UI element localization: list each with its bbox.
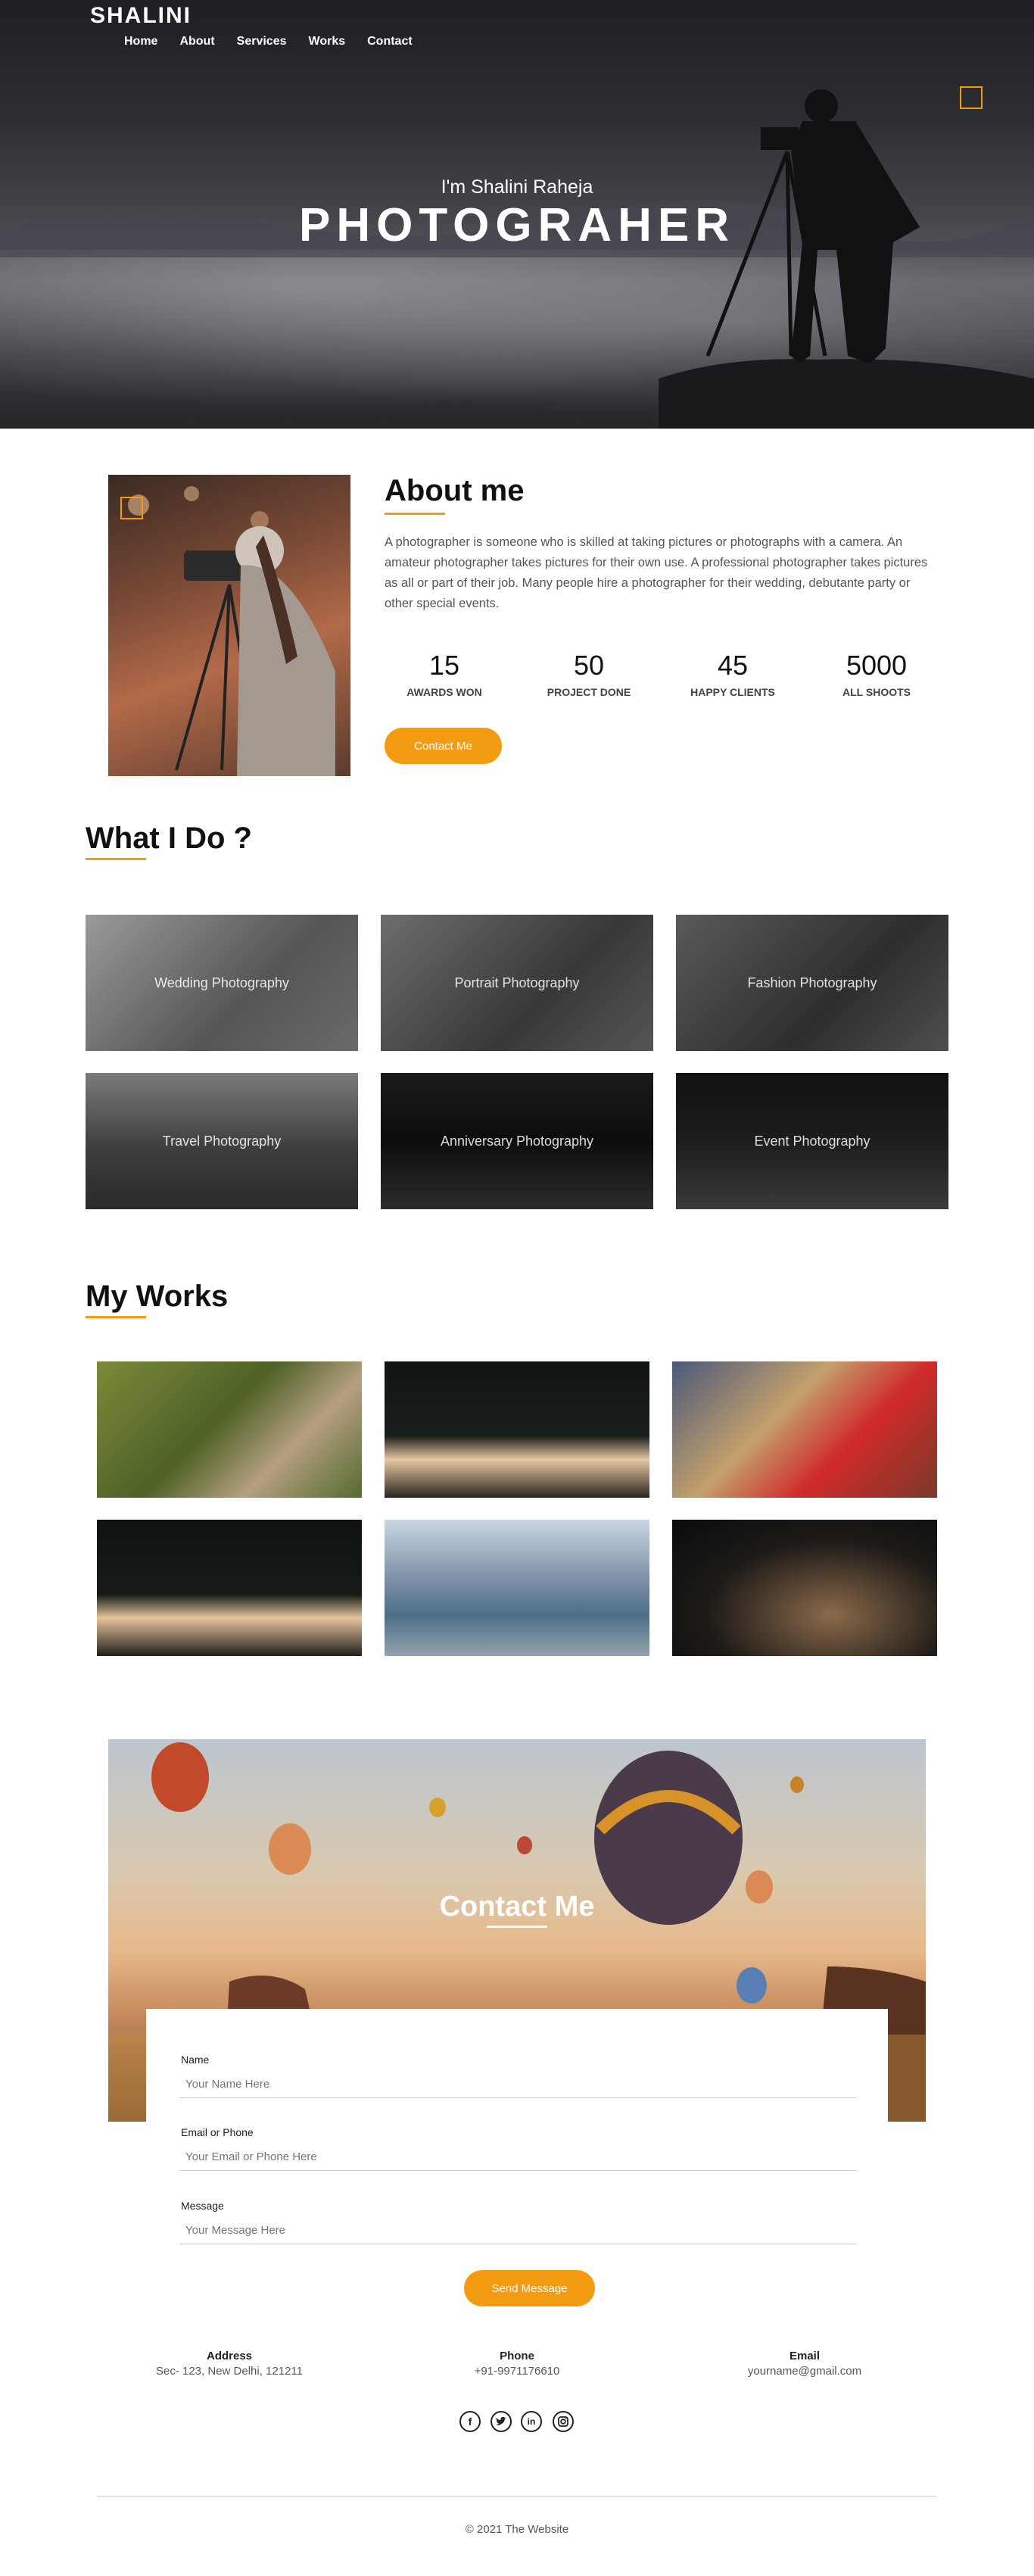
phone-info: Phone +91-9971176610: [403, 2350, 631, 2378]
works-title: My Works: [86, 1280, 229, 1313]
email-phone-label: Email or Phone: [181, 2126, 254, 2138]
message-input[interactable]: [179, 2217, 857, 2244]
stat-number: 15: [428, 650, 460, 681]
service-label: Fashion Photography: [747, 975, 877, 990]
about-photo: [108, 475, 350, 776]
linkedin-icon[interactable]: in: [521, 2411, 542, 2432]
twitter-icon[interactable]: [491, 2411, 512, 2432]
service-card-event[interactable]: Event Photography: [676, 1073, 948, 1209]
info-heading: Address: [206, 2350, 253, 2362]
contact-me-button[interactable]: Contact Me: [385, 728, 502, 764]
info-heading: Email: [789, 2350, 821, 2362]
services-title: What I Do ?: [86, 822, 252, 855]
service-label: Portrait Photography: [454, 975, 580, 990]
work-photo[interactable]: [385, 1520, 649, 1656]
hero-section: SHALINI Home About Services Works Contac…: [0, 0, 1034, 429]
decorative-square: [960, 86, 983, 109]
about-title: About me: [385, 474, 525, 507]
work-photo[interactable]: [97, 1520, 362, 1656]
name-label: Name: [181, 2054, 210, 2066]
brand-logo[interactable]: SHALINI: [90, 3, 192, 28]
main-nav: Home About Services Works Contact: [124, 35, 434, 48]
service-card-wedding[interactable]: Wedding Photography: [86, 915, 358, 1051]
address-info: Address Sec- 123, New Delhi, 121211: [116, 2350, 343, 2378]
stat-label: ALL SHOOTS: [842, 686, 911, 698]
nav-contact[interactable]: Contact: [367, 35, 413, 48]
stat-label: HAPPY CLIENTS: [690, 686, 775, 698]
hero-photographer-silhouette: [0, 89, 1034, 429]
service-label: Event Photography: [754, 1133, 870, 1149]
message-label: Message: [181, 2200, 224, 2212]
work-photo[interactable]: [97, 1361, 362, 1498]
work-photo[interactable]: [672, 1361, 937, 1498]
title-underline: [385, 513, 445, 515]
title-underline: [86, 1316, 146, 1318]
send-message-button[interactable]: Send Message: [464, 2270, 595, 2306]
instagram-icon[interactable]: [553, 2411, 574, 2432]
stat-number: 50: [573, 650, 605, 681]
decorative-square: [120, 497, 143, 519]
email-info: Email yourname@gmail.com: [691, 2350, 918, 2378]
stat-label: PROJECT DONE: [547, 686, 631, 698]
service-label: Wedding Photography: [154, 975, 289, 990]
stat-awards: 15 AWARDS WON: [376, 650, 512, 698]
info-value[interactable]: yourname@gmail.com: [747, 2365, 862, 2378]
nav-works[interactable]: Works: [308, 35, 346, 48]
work-photo[interactable]: [672, 1520, 937, 1656]
title-underline: [487, 1926, 547, 1928]
stat-projects: 50 PROJECT DONE: [521, 650, 657, 698]
facebook-icon[interactable]: f: [459, 2411, 481, 2432]
info-value: Sec- 123, New Delhi, 121211: [155, 2365, 303, 2378]
hero-subtitle: I'm Shalini Raheja: [441, 176, 593, 198]
info-heading: Phone: [500, 2350, 534, 2362]
stat-shoots: 5000 ALL SHOOTS: [808, 650, 945, 698]
name-input[interactable]: [179, 2071, 857, 2098]
hero-title: PHOTOGRAHER: [298, 199, 735, 251]
stat-clients: 45 HAPPY CLIENTS: [665, 650, 801, 698]
service-label: Travel Photography: [162, 1133, 282, 1149]
footer-copyright: © 2021 The Website: [465, 2523, 569, 2536]
contact-title: Contact Me: [439, 1891, 595, 1923]
email-phone-input[interactable]: [179, 2144, 857, 2171]
service-card-anniversary[interactable]: Anniversary Photography: [381, 1073, 653, 1209]
work-photo[interactable]: [385, 1361, 649, 1498]
title-underline: [86, 858, 146, 860]
service-label: Anniversary Photography: [440, 1133, 594, 1149]
service-card-fashion[interactable]: Fashion Photography: [676, 915, 948, 1051]
service-card-travel[interactable]: Travel Photography: [86, 1073, 358, 1209]
stat-label: AWARDS WON: [406, 686, 482, 698]
stat-number: 5000: [846, 650, 908, 681]
stat-number: 45: [717, 650, 749, 681]
info-value[interactable]: +91-9971176610: [474, 2365, 560, 2378]
nav-home[interactable]: Home: [124, 35, 158, 48]
service-card-portrait[interactable]: Portrait Photography: [381, 915, 653, 1051]
about-text: A photographer is someone who is skilled…: [385, 535, 928, 610]
nav-about[interactable]: About: [179, 35, 215, 48]
nav-services[interactable]: Services: [236, 35, 287, 48]
